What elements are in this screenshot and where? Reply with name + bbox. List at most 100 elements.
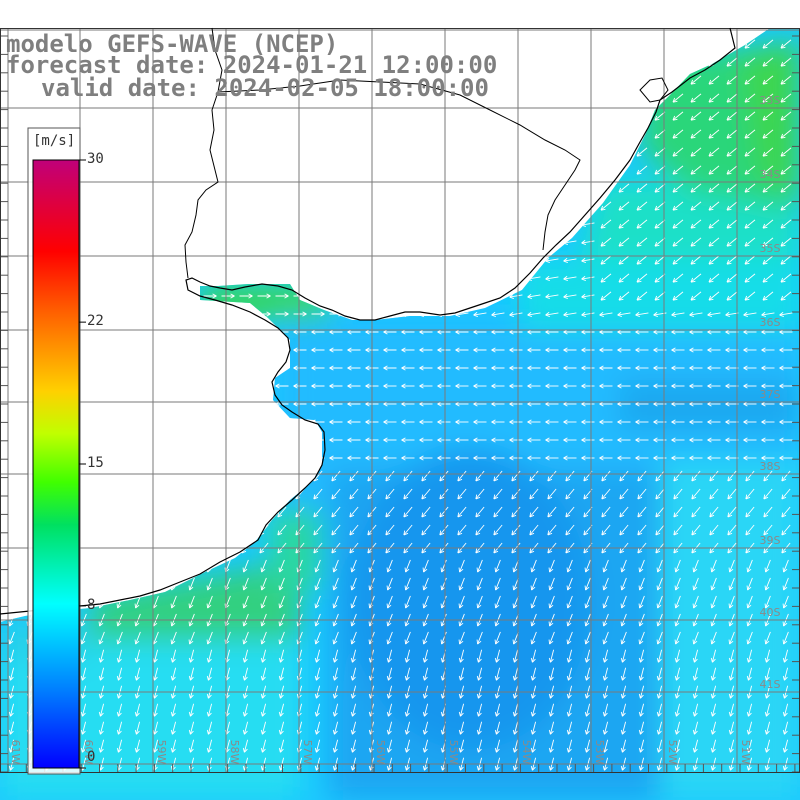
wind-arrow — [635, 365, 649, 371]
wind-arrow — [563, 293, 577, 299]
wind-arrow — [654, 201, 666, 211]
wind-arrow — [455, 113, 469, 119]
wind-arrow — [745, 488, 755, 500]
wind-arrow — [458, 577, 465, 591]
wind-arrow — [744, 237, 756, 247]
wind-arrow — [203, 437, 217, 443]
wind-arrow — [764, 577, 771, 591]
wind-arrow — [386, 721, 393, 735]
wind-arrow — [473, 257, 487, 263]
wind-arrow — [113, 437, 127, 443]
wind-arrow — [188, 649, 195, 663]
wind-arrow — [581, 383, 595, 389]
wind-arrow — [637, 470, 647, 482]
wind-arrow — [115, 488, 125, 500]
wind-arrow — [313, 488, 323, 500]
wind-arrow — [491, 257, 505, 263]
wind-arrow — [347, 239, 361, 245]
wind-arrow — [600, 255, 612, 265]
wind-arrow — [563, 383, 577, 389]
wind-arrow — [726, 165, 738, 175]
wind-arrow — [439, 524, 449, 536]
wind-arrow — [726, 75, 738, 85]
wind-arrow — [581, 149, 595, 155]
wind-arrow — [221, 113, 235, 119]
wind-arrow — [113, 221, 127, 227]
wind-arrow — [709, 470, 719, 482]
wind-arrow — [383, 419, 397, 425]
wind-arrow — [383, 239, 397, 245]
wind-arrow — [203, 347, 217, 353]
wind-arrow — [221, 419, 235, 425]
wind-arrow — [293, 131, 307, 137]
wind-arrow — [563, 455, 577, 461]
wind-arrow — [563, 113, 577, 119]
wind-arrow — [780, 75, 792, 85]
wind-arrow — [491, 311, 505, 317]
wind-arrow — [404, 667, 411, 681]
wind-arrow — [419, 149, 433, 155]
wind-arrow — [275, 257, 289, 263]
wind-arrow — [257, 293, 271, 299]
wind-arrow — [187, 470, 197, 482]
wind-arrow — [311, 203, 325, 209]
wind-arrow — [221, 149, 235, 155]
wind-arrow — [329, 419, 343, 425]
wind-arrow — [134, 577, 141, 591]
wind-arrow — [491, 203, 505, 209]
wind-arrow — [780, 129, 792, 139]
wind-arrow — [437, 41, 451, 47]
wind-arrow — [672, 129, 684, 139]
wind-arrow — [780, 201, 792, 211]
wind-arrow — [242, 649, 249, 663]
wind-arrow — [203, 419, 217, 425]
wind-arrow — [41, 113, 55, 119]
wind-arrow — [421, 506, 431, 518]
wind-arrow — [548, 577, 555, 591]
wind-arrow — [743, 365, 757, 371]
wind-arrow — [401, 293, 415, 299]
lon-label: 57W — [301, 740, 314, 765]
wind-arrow — [275, 131, 289, 137]
wind-arrow — [475, 506, 485, 518]
wind-arrow — [347, 113, 361, 119]
wind-arrow — [762, 255, 774, 265]
wind-arrow — [762, 147, 774, 157]
wind-arrow — [221, 257, 235, 263]
wind-arrow — [654, 183, 666, 193]
wind-arrow — [115, 506, 125, 518]
wind-arrow — [347, 167, 361, 173]
uruguay-border — [217, 79, 581, 251]
wind-arrow — [149, 131, 163, 137]
wind-arrow — [242, 739, 249, 753]
wind-arrow — [347, 383, 361, 389]
wind-arrow — [275, 383, 289, 389]
wind-arrow — [491, 347, 505, 353]
wind-arrow — [311, 131, 325, 137]
wind-arrow — [170, 649, 177, 663]
wind-arrow — [581, 77, 595, 83]
wind-arrow — [239, 347, 253, 353]
wind-arrow — [311, 365, 325, 371]
wind-arrow — [656, 721, 663, 735]
wind-arrow — [494, 649, 501, 663]
wind-arrow — [600, 39, 612, 49]
wind-arrow — [509, 167, 523, 173]
wind-arrow — [473, 347, 487, 353]
wind-arrow — [113, 239, 127, 245]
wind-arrow — [509, 419, 523, 425]
wind-arrow — [257, 365, 271, 371]
wind-arrow — [349, 488, 359, 500]
wind-arrow — [545, 41, 559, 47]
wind-arrow — [422, 703, 429, 717]
wind-arrow — [655, 470, 665, 482]
wind-arrow — [221, 455, 235, 461]
wind-arrow — [636, 273, 648, 283]
wind-arrow — [602, 703, 609, 717]
wind-arrow — [512, 739, 519, 753]
wind-arrow — [383, 347, 397, 353]
wind-arrow — [458, 739, 465, 753]
wind-arrow — [782, 595, 789, 609]
wind-arrow — [419, 293, 433, 299]
wind-arrow — [707, 365, 721, 371]
